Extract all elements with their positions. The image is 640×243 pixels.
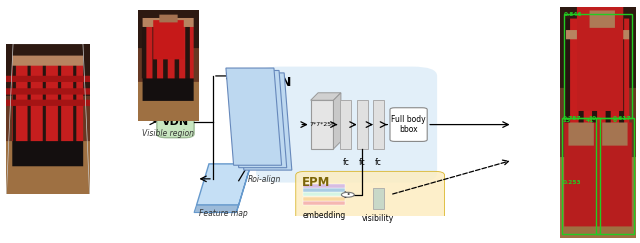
Polygon shape (194, 205, 239, 213)
Text: Visible region: Visible region (142, 129, 194, 138)
Text: 15: 15 (563, 118, 570, 123)
Text: 0.617: 0.617 (613, 116, 632, 121)
Text: ·: · (345, 186, 351, 204)
Bar (564, 14, 632, 118)
Text: fc: fc (375, 157, 382, 166)
Bar (373, 100, 384, 149)
Text: 7*7*256: 7*7*256 (309, 122, 335, 127)
Text: Full body
bbox: Full body bbox (391, 115, 426, 134)
Text: 6: 6 (613, 118, 617, 123)
Bar (303, 197, 346, 201)
Bar (303, 192, 346, 196)
Bar (340, 100, 351, 149)
FancyBboxPatch shape (157, 106, 194, 138)
Text: VDN: VDN (162, 117, 189, 127)
Text: FEN: FEN (265, 76, 292, 89)
Text: fc: fc (359, 157, 365, 166)
Polygon shape (196, 164, 251, 205)
Bar (303, 201, 346, 205)
Bar (356, 100, 368, 149)
Text: embedding: embedding (303, 211, 346, 220)
Text: 41: 41 (586, 118, 594, 123)
Bar (310, 100, 333, 149)
Bar (563, 118, 600, 234)
Polygon shape (333, 93, 341, 149)
Text: Roi-align: Roi-align (247, 175, 281, 184)
Bar (596, 118, 634, 234)
Text: fc: fc (342, 157, 349, 166)
Text: 10: 10 (589, 116, 597, 121)
Polygon shape (310, 93, 341, 100)
FancyBboxPatch shape (296, 171, 445, 220)
Text: 0.846: 0.846 (564, 12, 582, 17)
Circle shape (341, 192, 355, 197)
FancyBboxPatch shape (256, 67, 437, 182)
Text: EPM: EPM (301, 176, 330, 189)
Text: 0.253: 0.253 (563, 180, 581, 185)
Bar (303, 188, 346, 192)
Text: 0.757: 0.757 (563, 116, 581, 121)
Bar (372, 188, 383, 209)
Polygon shape (236, 164, 251, 213)
FancyBboxPatch shape (390, 108, 428, 141)
Text: Feature map: Feature map (200, 209, 248, 218)
Text: visibility: visibility (362, 214, 394, 223)
Bar (303, 184, 346, 188)
